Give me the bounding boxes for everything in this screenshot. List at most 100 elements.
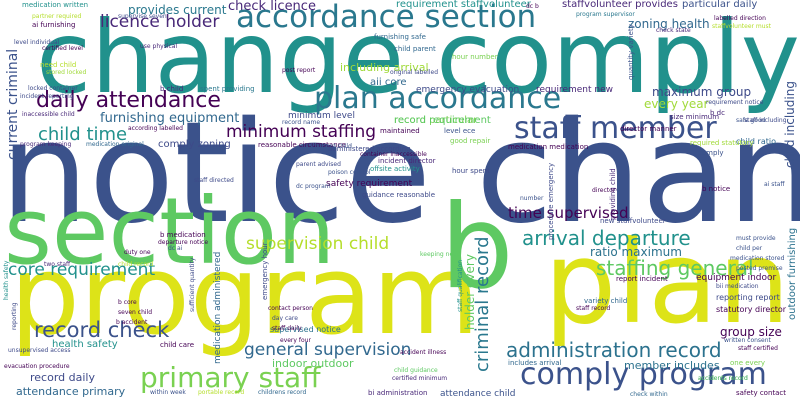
- word-equipment-indoor: equipment indoor: [696, 273, 777, 283]
- word-ai-furnishing: ai furnishing: [32, 21, 76, 29]
- word-required-statutory: required statutory: [690, 139, 754, 147]
- word-supervise-seven: supervise seven: [118, 13, 167, 20]
- word-arrival-departure: arrival departure: [522, 226, 691, 250]
- word-group-size: group size: [720, 325, 782, 339]
- word-comply-small: comply: [698, 149, 724, 157]
- word-staff-including: staff including: [744, 117, 787, 124]
- word-holder-every: holder every: [463, 254, 477, 330]
- word-level-ece: level ece: [444, 127, 476, 135]
- word-emergency-evacuation: emergency evacuation: [416, 85, 520, 95]
- word-b-child: b child: [160, 85, 184, 93]
- word-requirement-staffvolunteer: requirement staffvolunteer: [396, 0, 531, 10]
- word-medication-original: medication original: [86, 141, 144, 148]
- word-sufficient-quantity: sufficient quantity: [189, 257, 196, 312]
- word-section: section: [4, 178, 336, 285]
- word-supervised-notice: supervised notice: [270, 325, 341, 334]
- word-child-ratio: child ratio: [736, 137, 776, 146]
- word-staffvolunteer-provides: staffvolunteer provides: [562, 0, 678, 10]
- word-time-supervised: time supervised: [508, 204, 629, 222]
- word-staff-certified: staff certified: [738, 345, 778, 352]
- word-partner-required: partner required: [32, 13, 82, 20]
- word-stored-locked: stored locked: [46, 69, 87, 76]
- word-post-report: post report: [282, 67, 316, 74]
- word-original-labelled: original labelled: [390, 69, 439, 76]
- word-hour-number: hour number: [452, 53, 498, 61]
- word-minimum-staffing: minimum staffing: [226, 122, 377, 142]
- word-staff-qualification: staff qualification: [457, 259, 464, 312]
- word-comply-zoning: comply zoning: [158, 139, 231, 150]
- word-member-includes: member includes: [624, 359, 720, 372]
- word-accidents-record: accidents record: [698, 375, 748, 382]
- word-comply-program: comply program: [520, 357, 767, 392]
- word-providing-child: providing child: [609, 168, 617, 220]
- word-within-week: within week: [150, 389, 186, 396]
- word-incident-reporting: incident reporting: [20, 93, 74, 100]
- word-b-dc: b dc: [710, 109, 725, 117]
- word-locked-container: locked container: [28, 85, 78, 92]
- word-aii-core: aii core: [370, 77, 407, 88]
- word-reporting: reporting: [11, 302, 18, 330]
- word-record-daily: record daily: [30, 371, 95, 384]
- word-b-accident: b accident: [116, 319, 148, 326]
- word-hour-spent: hour spent: [452, 167, 490, 175]
- word-staff-daily: staff daily: [272, 325, 302, 332]
- word-including-arrival: including arrival: [340, 61, 429, 74]
- word-director: director: [592, 187, 616, 194]
- word-child-per: child per: [736, 245, 763, 252]
- word-according-labelled: according labelled: [128, 125, 183, 132]
- word-staff-directed: staff directed: [194, 177, 234, 184]
- word-medication-stored: medication stored: [730, 255, 785, 262]
- word-current-criminal: current criminal: [5, 48, 21, 160]
- word-health-safety: health safety: [52, 339, 118, 350]
- word-program: program: [10, 231, 480, 359]
- word-dc-ai: dc ai: [168, 245, 183, 252]
- word-bii-medication: bii medication: [716, 283, 759, 290]
- word-procedure-emergency: procedure emergency: [547, 162, 555, 240]
- word-b: b: [440, 180, 514, 315]
- word-check-licence: check licence: [228, 0, 316, 14]
- word-health-safety-2: health safety: [3, 260, 10, 300]
- word-report-incident: report incident: [616, 275, 668, 283]
- word-administration-record: administration record: [506, 338, 722, 362]
- word-b-medication: b medication: [160, 231, 206, 239]
- word-variety-child: variety child: [584, 297, 628, 305]
- word-director-manner: director manner: [620, 125, 677, 133]
- word-particular-daily: particular daily: [682, 0, 758, 10]
- word-accordance-section: accordance section: [236, 0, 537, 35]
- word-departure-notice: departure notice: [158, 239, 209, 246]
- word-maximum-group: maximum group: [652, 85, 752, 99]
- word-administered-according: administered according: [328, 145, 411, 153]
- word-b-notice: b notice: [702, 185, 731, 193]
- word-includes-arrival: includes arrival: [508, 359, 562, 367]
- word-staffvolunteer-must: staffvolunteer must: [712, 23, 772, 30]
- word-good-repair: good repair: [450, 137, 491, 145]
- word-staff-member: staff member: [514, 111, 717, 146]
- word-general-supervision: general supervision: [244, 340, 412, 360]
- word-use-physical: use physical: [140, 43, 178, 50]
- word-parent-advised: parent advised: [296, 161, 341, 168]
- word-medication-administered: medication administered: [213, 251, 223, 364]
- word-check-within: check within: [630, 391, 668, 398]
- word-safety-contact: safety contact: [736, 389, 787, 397]
- word-must-provide: must provide: [736, 235, 776, 242]
- word-duty-one: duty one: [124, 249, 151, 256]
- word-childrens-record: childrens record: [258, 389, 307, 396]
- word-attendance-primary: attendance primary: [16, 385, 126, 398]
- word-spent-providing: spent providing: [200, 85, 255, 93]
- word-certified-level: certified level: [42, 45, 83, 52]
- word-reporting-report: reporting report: [716, 293, 780, 302]
- word-two-staff: two staff: [44, 261, 71, 268]
- word-day-care: day care: [272, 315, 298, 322]
- word-furnishing-equipment: furnishing equipment: [100, 111, 240, 126]
- word-child-including: child including: [783, 81, 797, 168]
- word-accidents-record-2: accidents record: [698, 375, 748, 382]
- word-reasonable-circumstance: reasonable circumstance: [258, 141, 346, 149]
- word-child-parent: child parent: [394, 45, 436, 53]
- word-child-time: child time: [38, 124, 128, 145]
- word-size-minimum: size minimum: [670, 113, 720, 121]
- word-consent-child: consent child: [312, 143, 352, 150]
- word-bi-administration: bi administration: [368, 389, 428, 397]
- word-record-requirement: record requirement: [394, 115, 491, 126]
- word-new-staffvolunteer: new staffvolunteer: [600, 217, 666, 225]
